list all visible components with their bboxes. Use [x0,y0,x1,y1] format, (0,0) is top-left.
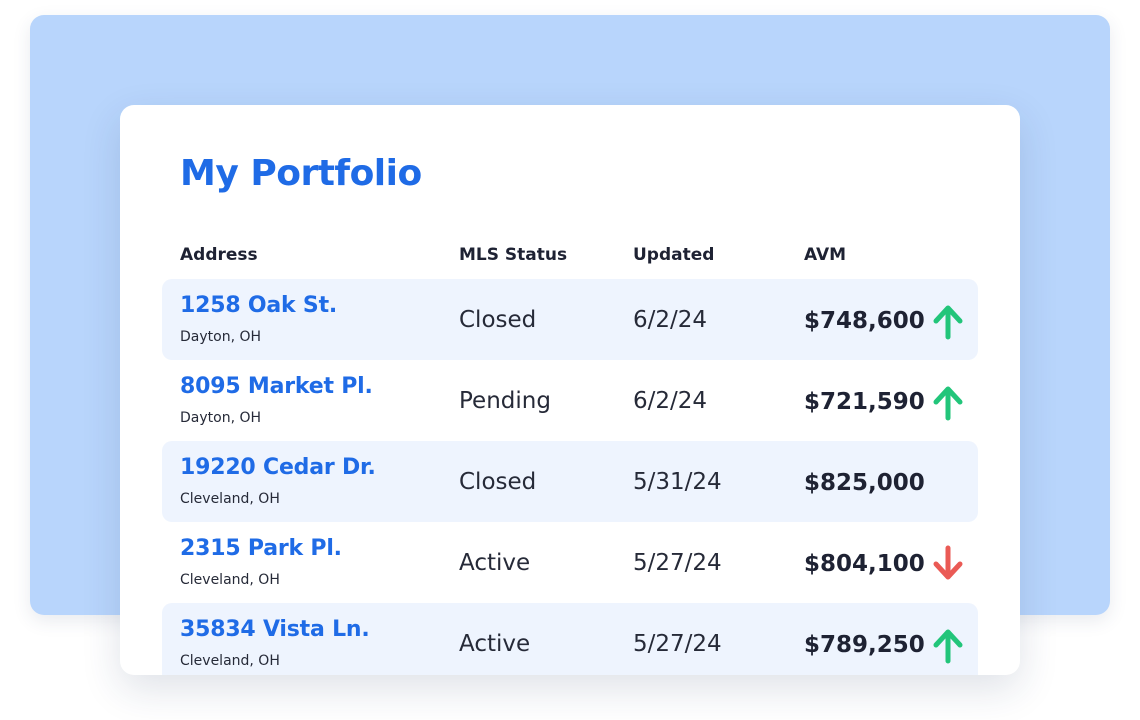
table-row[interactable]: 8095 Market Pl. Dayton, OH Pending 6/2/2… [162,360,978,441]
updated-date: 6/2/24 [633,307,708,333]
updated-date: 6/2/24 [633,388,708,414]
property-city: Dayton, OH [180,329,262,345]
updated-date: 5/27/24 [633,631,722,657]
property-city: Cleveland, OH [180,653,280,669]
table-row[interactable]: 19220 Cedar Dr. Cleveland, OH Closed 5/3… [162,441,978,522]
mls-status: Closed [459,307,537,333]
property-address-link[interactable]: 2315 Park Pl. [180,536,342,561]
avm-value: $825,000 [804,470,925,496]
arrow-up-icon [930,625,966,665]
table-header: Address MLS Status Updated AVM [180,245,980,267]
property-city: Cleveland, OH [180,491,280,507]
column-header-updated: Updated [633,245,715,265]
property-address-link[interactable]: 19220 Cedar Dr. [180,455,376,480]
mls-status: Active [459,550,531,576]
mls-status: Closed [459,469,537,495]
avm-value: $804,100 [804,551,925,577]
page-title: My Portfolio [180,153,422,194]
updated-date: 5/27/24 [633,550,722,576]
updated-date: 5/31/24 [633,469,722,495]
property-address-link[interactable]: 35834 Vista Ln. [180,617,370,642]
portfolio-card: My Portfolio Address MLS Status Updated … [120,105,1020,675]
property-address-link[interactable]: 8095 Market Pl. [180,374,373,399]
avm-value: $721,590 [804,389,925,415]
arrow-up-icon [930,301,966,341]
property-address-link[interactable]: 1258 Oak St. [180,293,338,318]
column-header-mls-status: MLS Status [459,245,568,265]
arrow-down-icon [930,544,966,584]
avm-value: $748,600 [804,308,925,334]
table-row[interactable]: 2315 Park Pl. Cleveland, OH Active 5/27/… [162,522,978,603]
table-row[interactable]: 35834 Vista Ln. Cleveland, OH Active 5/2… [162,603,978,675]
property-city: Dayton, OH [180,410,262,426]
table-row[interactable]: 1258 Oak St. Dayton, OH Closed 6/2/24 $7… [162,279,978,360]
column-header-address: Address [180,245,258,265]
property-city: Cleveland, OH [180,572,280,588]
mls-status: Pending [459,388,551,414]
mls-status: Active [459,631,531,657]
avm-value: $789,250 [804,632,925,658]
arrow-up-icon [930,382,966,422]
column-header-avm: AVM [804,245,847,265]
